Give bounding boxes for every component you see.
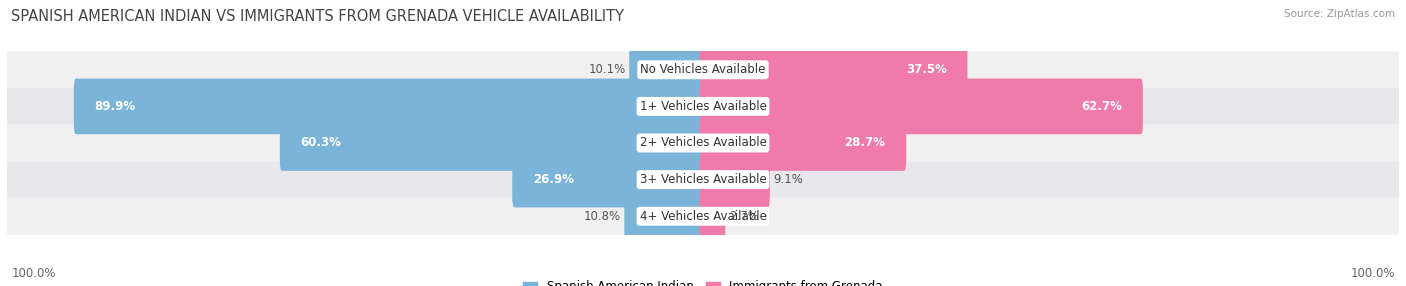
- FancyBboxPatch shape: [7, 198, 1399, 235]
- FancyBboxPatch shape: [624, 188, 706, 244]
- FancyBboxPatch shape: [75, 79, 706, 134]
- FancyBboxPatch shape: [280, 115, 706, 171]
- Text: 37.5%: 37.5%: [905, 63, 946, 76]
- Text: 9.1%: 9.1%: [773, 173, 803, 186]
- FancyBboxPatch shape: [512, 152, 706, 207]
- Text: 100.0%: 100.0%: [11, 267, 56, 280]
- Text: 2+ Vehicles Available: 2+ Vehicles Available: [640, 136, 766, 150]
- FancyBboxPatch shape: [700, 115, 907, 171]
- FancyBboxPatch shape: [630, 42, 706, 98]
- Text: 89.9%: 89.9%: [94, 100, 136, 113]
- FancyBboxPatch shape: [7, 88, 1399, 125]
- FancyBboxPatch shape: [7, 125, 1399, 161]
- Text: 62.7%: 62.7%: [1081, 100, 1122, 113]
- Text: 3+ Vehicles Available: 3+ Vehicles Available: [640, 173, 766, 186]
- FancyBboxPatch shape: [700, 188, 725, 244]
- FancyBboxPatch shape: [7, 161, 1399, 198]
- Text: 60.3%: 60.3%: [301, 136, 342, 150]
- Text: SPANISH AMERICAN INDIAN VS IMMIGRANTS FROM GRENADA VEHICLE AVAILABILITY: SPANISH AMERICAN INDIAN VS IMMIGRANTS FR…: [11, 9, 624, 23]
- Text: 4+ Vehicles Available: 4+ Vehicles Available: [640, 210, 766, 223]
- Text: 10.8%: 10.8%: [583, 210, 621, 223]
- Text: 100.0%: 100.0%: [1350, 267, 1395, 280]
- FancyBboxPatch shape: [7, 51, 1399, 88]
- FancyBboxPatch shape: [700, 79, 1143, 134]
- Text: No Vehicles Available: No Vehicles Available: [640, 63, 766, 76]
- Legend: Spanish American Indian, Immigrants from Grenada: Spanish American Indian, Immigrants from…: [519, 276, 887, 286]
- Text: 26.9%: 26.9%: [533, 173, 574, 186]
- Text: Source: ZipAtlas.com: Source: ZipAtlas.com: [1284, 9, 1395, 19]
- FancyBboxPatch shape: [700, 42, 967, 98]
- Text: 1+ Vehicles Available: 1+ Vehicles Available: [640, 100, 766, 113]
- FancyBboxPatch shape: [700, 152, 770, 207]
- Text: 10.1%: 10.1%: [589, 63, 626, 76]
- Text: 28.7%: 28.7%: [845, 136, 886, 150]
- Text: 2.7%: 2.7%: [728, 210, 759, 223]
